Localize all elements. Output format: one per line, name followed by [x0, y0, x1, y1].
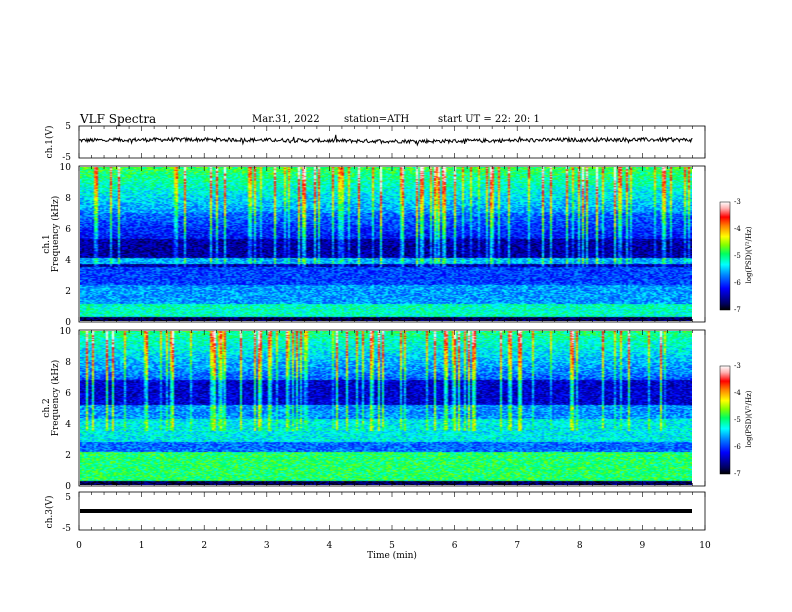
- time-tick-10: 10: [699, 541, 711, 551]
- time-tick-4: 4: [327, 541, 333, 551]
- time-tick-0: 0: [76, 541, 82, 551]
- ch2-freq-tick-2: 2: [65, 451, 71, 461]
- ch2-colorbar-tick-m7: -7: [734, 470, 741, 478]
- ch1-spectrogram-image: [80, 167, 692, 321]
- station-label: station=ATH: [344, 114, 410, 125]
- ch2-spectrogram-image: [80, 331, 692, 485]
- chart-title: VLF Spectra: [80, 112, 157, 126]
- ch1-freq-tick-2: 2: [65, 287, 71, 297]
- ch1-waveform-ticks: [78, 126, 706, 158]
- ch2-channel-label: ch.2: [42, 398, 52, 417]
- ch1-channel-label: ch.1: [42, 234, 52, 253]
- date-label: Mar.31, 2022: [252, 114, 320, 125]
- ch2-colorbar-tick-m4: -4: [734, 389, 741, 397]
- time-tick-7: 7: [514, 541, 520, 551]
- ch2-spectrogram-ticks: [78, 330, 706, 486]
- ch1-waveform-line: [78, 134, 693, 147]
- ch3-waveform-line: [80, 509, 692, 513]
- time-axis-label: Time (min): [367, 550, 417, 561]
- ch2-spectrogram-panel: 0 2 4 6 8 10 ch.2 Frequency (kHz) -3 -4 …: [42, 327, 753, 492]
- time-tick-8: 8: [577, 541, 583, 551]
- ch1-spectrogram-panel: 0 2 4 6 8 10 ch.1 Frequency (kHz) -3 -4 …: [42, 163, 753, 328]
- ch1-freq-tick-8: 8: [65, 194, 71, 204]
- ch1-freq-tick-0: 0: [65, 318, 71, 328]
- ch1-frequency-ylabel: Frequency (kHz): [50, 196, 61, 273]
- time-tick-1: 1: [139, 541, 145, 551]
- start-time-label: start UT = 22: 20: 1: [438, 114, 540, 125]
- ch2-freq-tick-10: 10: [60, 327, 72, 337]
- ch2-freq-tick-0: 0: [65, 482, 71, 492]
- ch2-freq-tick-4: 4: [65, 420, 71, 430]
- ch1-colorbar-tick-m3: -3: [734, 198, 741, 206]
- ch2-freq-tick-6: 6: [65, 389, 71, 399]
- ch1-colorbar-label: log(PSD)(V²/Hz): [745, 226, 753, 283]
- ch2-colorbar-tick-m3: -3: [734, 362, 741, 370]
- ch3-waveform-ylabel: ch.3(V): [44, 496, 55, 529]
- ch1-spectrogram-ticks: [78, 166, 706, 322]
- ch1-ytick-bottom: -5: [62, 153, 71, 163]
- ch1-colorbar-tick-m7: -7: [734, 306, 741, 314]
- ch2-colorbar-label: log(PSD)(V²/Hz): [745, 390, 753, 447]
- ch2-frequency-ylabel: Frequency (kHz): [50, 360, 61, 437]
- ch3-ytick-top: 5: [65, 493, 71, 503]
- time-tick-2: 2: [201, 541, 207, 551]
- ch3-waveform-ticks: [78, 492, 706, 530]
- time-axis: 0 1 2 3 4 5 6 7 8 9 10 Time (min): [76, 541, 711, 561]
- time-tick-6: 6: [452, 541, 458, 551]
- ch2-colorbar-tick-m5: -5: [734, 416, 741, 424]
- ch1-freq-tick-10: 10: [60, 163, 72, 173]
- time-tick-3: 3: [264, 541, 270, 551]
- ch2-colorbar-tick-m6: -6: [734, 443, 741, 451]
- ch1-colorbar: [719, 201, 731, 311]
- ch3-ytick-bottom: -5: [62, 524, 71, 534]
- ch1-waveform-ylabel: ch.1(V): [44, 126, 55, 159]
- ch1-colorbar-tick-m4: -4: [734, 225, 741, 233]
- ch2-freq-tick-8: 8: [65, 358, 71, 368]
- ch1-colorbar-tick-m5: -5: [734, 252, 741, 260]
- ch2-colorbar: [719, 365, 731, 475]
- ch1-freq-tick-4: 4: [65, 256, 71, 266]
- time-tick-5: 5: [389, 541, 395, 551]
- ch1-freq-tick-6: 6: [65, 225, 71, 235]
- ch1-ytick-top: 5: [65, 122, 71, 132]
- ch1-colorbar-tick-m6: -6: [734, 279, 741, 287]
- time-tick-9: 9: [640, 541, 646, 551]
- ch1-waveform-panel: 5 -5 ch.1(V): [44, 122, 706, 163]
- ch3-waveform-panel: 5 -5 ch.3(V): [44, 491, 706, 534]
